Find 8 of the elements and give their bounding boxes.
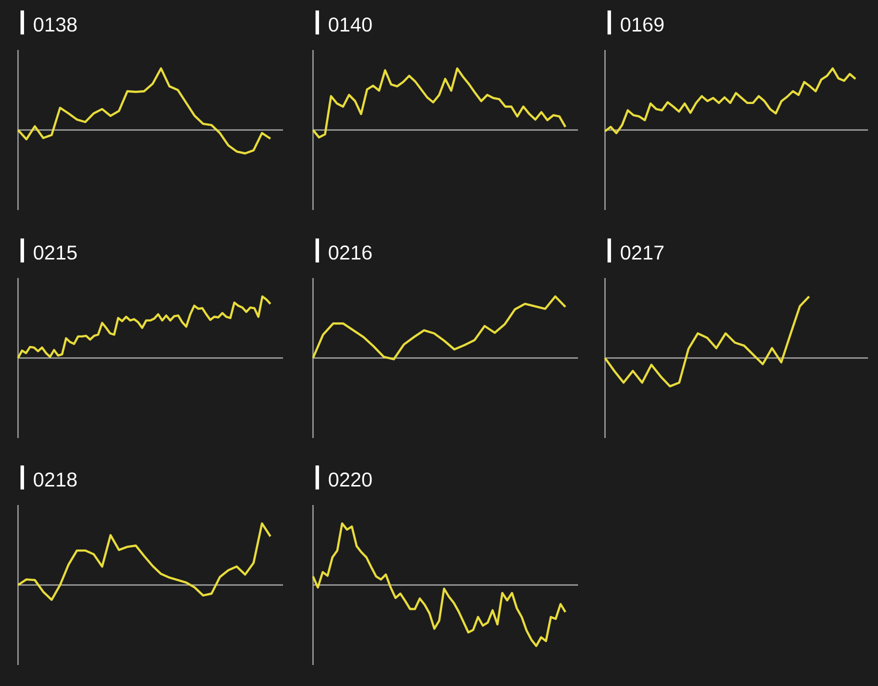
chart-title: 0220: [328, 472, 372, 487]
chart-title: 0215: [34, 246, 77, 260]
chart-title: 0218: [34, 472, 77, 487]
chart-title: 0217: [620, 246, 664, 260]
chart-title: 0216: [328, 246, 372, 260]
chart-title: 0138: [34, 18, 77, 32]
chart-title: 0169: [620, 18, 664, 32]
chart-title: 0140: [328, 18, 372, 32]
